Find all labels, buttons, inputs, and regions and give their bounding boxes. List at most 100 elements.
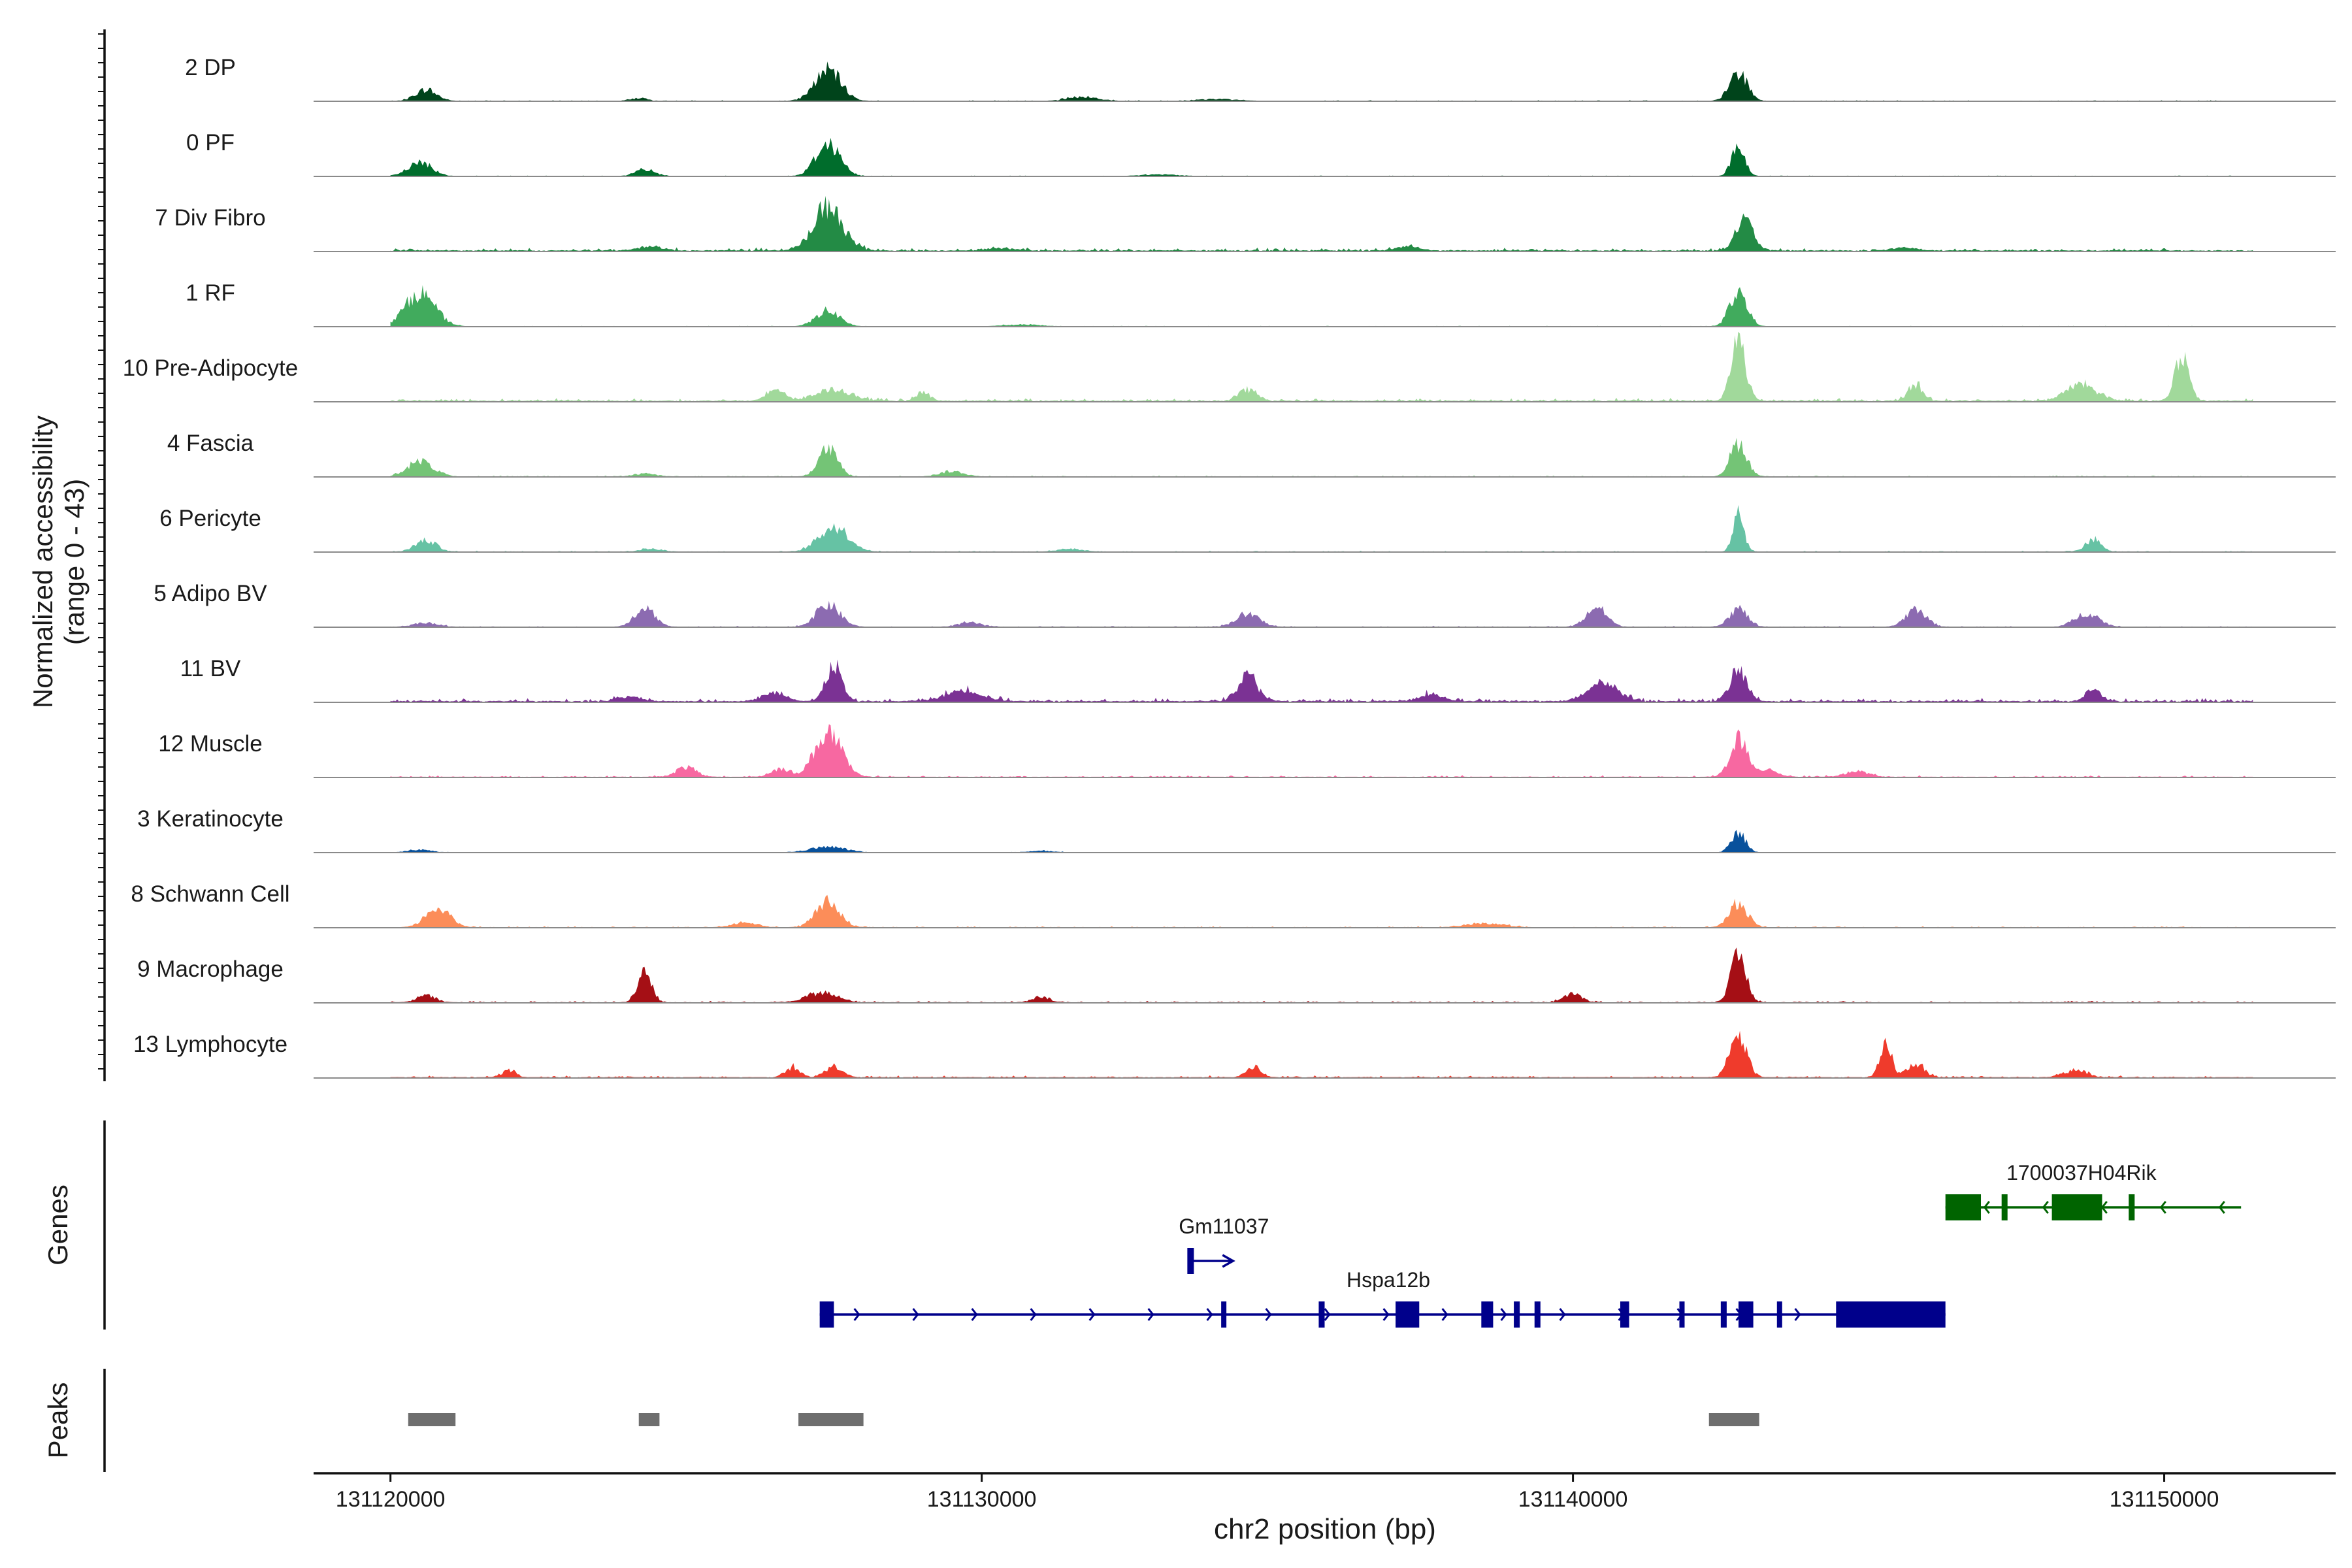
y-axis-range-label: (range 0 - 43) <box>59 479 90 645</box>
strand-arrow <box>1382 1308 1390 1321</box>
gene-exon <box>1720 1301 1727 1328</box>
x-axis-label: chr2 position (bp) <box>1214 1513 1436 1545</box>
strand-arrow <box>2042 1201 2049 1214</box>
strand-arrow <box>1030 1308 1037 1321</box>
track-11-bv: 11 BV <box>180 656 2336 703</box>
strand-arrow <box>912 1308 919 1321</box>
accessibility-area <box>390 331 2253 402</box>
strand-arrow <box>1206 1308 1213 1321</box>
track-9-macrophage: 9 Macrophage <box>137 947 2336 1004</box>
track-4-fascia: 4 Fascia <box>167 431 2336 478</box>
gene-exon <box>1221 1301 1227 1328</box>
track-5-adipo-bv: 5 Adipo BV <box>154 581 2336 628</box>
gene-exon <box>1534 1301 1541 1328</box>
strand-arrow <box>1500 1308 1507 1321</box>
track-2-dp: 2 DP <box>185 55 2336 102</box>
peak-region <box>638 1413 660 1426</box>
track-label: 7 Div Fibro <box>155 205 265 231</box>
gene-label: Hspa12b <box>1347 1268 1430 1292</box>
accessibility-area <box>390 138 2253 176</box>
gene-gm11037: Gm11037 <box>1179 1215 1269 1274</box>
track-3-keratinocyte: 3 Keratinocyte <box>137 806 2336 853</box>
track-7-div-fibro: 7 Div Fibro <box>155 195 2336 252</box>
accessibility-area <box>390 600 2253 627</box>
peaks-panel-label: Peaks <box>42 1382 73 1459</box>
track-label: 10 Pre-Adipocyte <box>123 355 298 381</box>
gene-hspa12b: Hspa12b <box>819 1268 1946 1328</box>
gene-exon <box>1481 1301 1494 1328</box>
track-1-rf: 1 RF <box>186 280 2336 327</box>
track-8-schwann-cell: 8 Schwann Cell <box>131 881 2336 928</box>
x-axis-ticks: 131120000 131130000 131140000 131150000 <box>336 1473 2219 1512</box>
track-label: 4 Fascia <box>167 431 254 456</box>
accessibility-area <box>390 894 2253 928</box>
accessibility-area <box>390 1030 2253 1078</box>
accessibility-area <box>390 505 2253 552</box>
gene-exon <box>1945 1194 1982 1220</box>
x-tick-label: 131150000 <box>2110 1487 2219 1512</box>
gene-exon <box>2001 1194 2008 1220</box>
gene-exon <box>1396 1301 1420 1328</box>
track-label: 9 Macrophage <box>137 956 284 982</box>
accessibility-area <box>390 195 2253 252</box>
gene-label: Gm11037 <box>1179 1215 1269 1238</box>
gene-exon <box>819 1301 834 1328</box>
track-label: 6 Pericyte <box>159 506 261 531</box>
strand-arrow <box>853 1308 860 1321</box>
peak-region <box>1708 1413 1759 1426</box>
gene-annotation-track: Hspa12b Gm11037 1700037H04Rik <box>819 1161 2242 1328</box>
strand-arrow <box>2218 1201 2225 1214</box>
gene-exon <box>1776 1301 1782 1328</box>
x-tick-label: 131130000 <box>927 1487 1037 1512</box>
strand-arrow <box>1265 1308 1272 1321</box>
track-13-lymphocyte: 13 Lymphocyte <box>133 1030 2336 1079</box>
y-axis-label: Normalized accessibility <box>27 416 58 708</box>
accessibility-area <box>390 61 2253 101</box>
gene-exon <box>1836 1301 1946 1328</box>
track-label: 0 PF <box>186 130 235 155</box>
strand-arrow <box>1983 1201 1990 1214</box>
gene-label: 1700037H04Rik <box>2006 1161 2157 1184</box>
peak-region <box>408 1413 456 1426</box>
track-label: 1 RF <box>186 280 235 306</box>
track-label: 8 Schwann Cell <box>131 881 289 907</box>
track-label: 3 Keratinocyte <box>137 806 284 832</box>
peak-region <box>798 1413 864 1426</box>
strand-arrow <box>2100 1201 2108 1214</box>
x-tick-label: 131120000 <box>336 1487 446 1512</box>
peak-regions-track <box>408 1413 1759 1426</box>
accessibility-area <box>390 830 2253 853</box>
strand-arrow <box>1559 1308 1566 1321</box>
accessibility-area <box>390 724 2253 777</box>
gene-exon <box>1620 1301 1629 1328</box>
track-12-muscle: 12 Muscle <box>158 724 2336 778</box>
strand-arrow <box>1222 1254 1235 1268</box>
track-label: 12 Muscle <box>158 731 263 757</box>
gene-exon <box>2051 1194 2102 1220</box>
accessibility-area <box>390 285 2253 327</box>
track-6-pericyte: 6 Pericyte <box>159 505 2336 553</box>
strand-arrow <box>2159 1201 2166 1214</box>
strand-arrow <box>1324 1308 1331 1321</box>
strand-arrow <box>1794 1308 1801 1321</box>
accessibility-area <box>390 947 2253 1003</box>
tracks-y-ticks <box>98 33 105 1070</box>
track-label: 13 Lymphocyte <box>133 1032 287 1057</box>
gene-exon <box>1738 1301 1754 1328</box>
gene-exon <box>1188 1248 1194 1274</box>
gene-1700037h04rik: 1700037H04Rik <box>1945 1161 2242 1220</box>
accessibility-area <box>390 659 2253 702</box>
strand-arrow <box>1088 1308 1096 1321</box>
strand-arrow <box>1441 1308 1448 1321</box>
x-tick-label: 131140000 <box>1518 1487 1628 1512</box>
track-0-pf: 0 PF <box>186 130 2336 177</box>
strand-arrow <box>971 1308 978 1321</box>
gene-exon <box>1514 1301 1520 1328</box>
track-label: 11 BV <box>180 656 241 681</box>
track-label: 2 DP <box>185 55 236 80</box>
track-10-pre-adipocyte: 10 Pre-Adipocyte <box>123 331 2336 402</box>
accessibility-area <box>390 438 2253 477</box>
gene-exon <box>1318 1301 1325 1328</box>
track-label: 5 Adipo BV <box>154 581 267 606</box>
